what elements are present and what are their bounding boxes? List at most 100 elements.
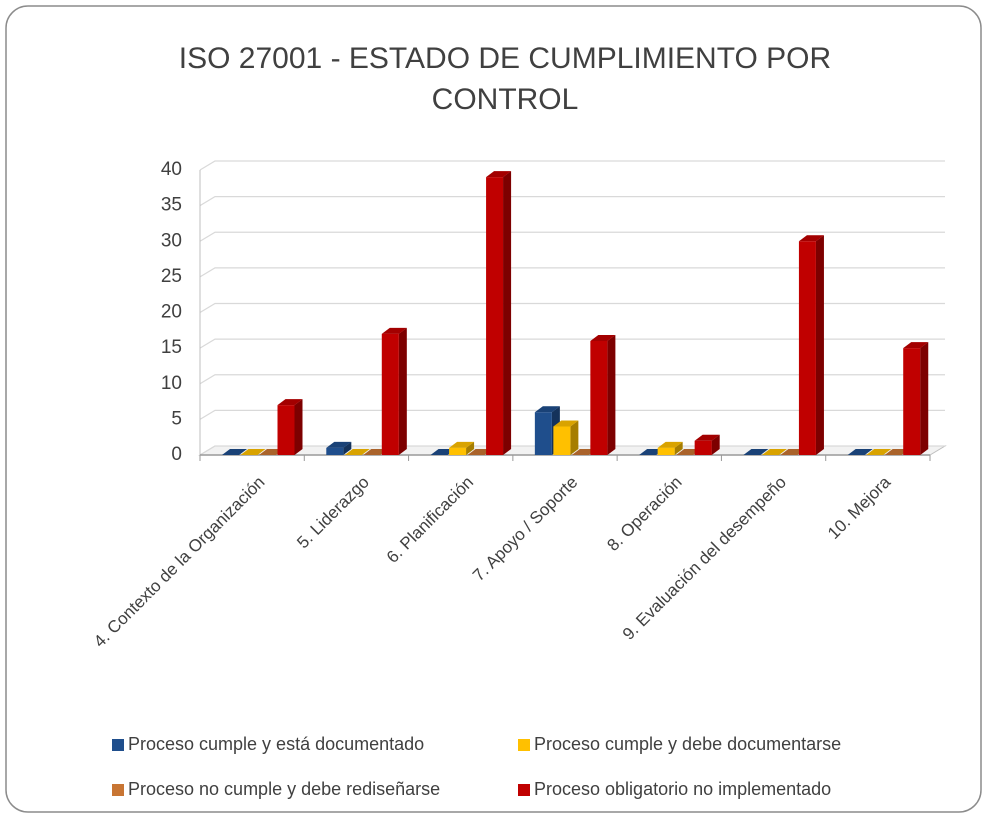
legend-label: Proceso cumple y está documentado	[128, 734, 424, 754]
legend-swatch	[112, 739, 124, 751]
bar-top	[657, 441, 683, 448]
bar-side	[570, 420, 579, 455]
y-tick-label: 20	[161, 302, 182, 323]
bar-top-shade	[344, 449, 370, 455]
y-tick-label: 35	[161, 195, 182, 216]
bar-front	[798, 241, 816, 455]
bar-front	[326, 447, 344, 455]
y-tick-label: 5	[171, 408, 182, 429]
bar	[590, 335, 616, 455]
bar-side	[711, 434, 720, 455]
bar-side-shade	[503, 171, 512, 455]
bar-side-shade	[607, 335, 616, 455]
grid-line	[199, 338, 945, 349]
bar-top-shade	[590, 335, 616, 341]
bar-top	[326, 441, 352, 448]
bar-top-shade	[222, 449, 247, 455]
bar-top	[866, 449, 892, 455]
bar-side-shade	[343, 441, 352, 455]
bar-top-shade	[903, 342, 929, 349]
grid-line	[199, 196, 945, 207]
bar-front	[590, 341, 608, 455]
bar-top	[486, 171, 512, 178]
grid-segment	[199, 231, 945, 242]
bar-side-shade	[294, 399, 303, 455]
grid-segment	[199, 338, 945, 349]
bar	[344, 449, 370, 455]
bar-top	[277, 399, 303, 406]
chart-title: ISO 27001 - ESTADO DE CUMPLIMIENTO POR	[179, 42, 831, 75]
bar-top-shade	[326, 441, 352, 448]
bar-top-shade	[798, 235, 824, 242]
bar-top-shade	[553, 420, 579, 427]
bar-top-shade	[486, 171, 512, 178]
bar-top-shade	[694, 434, 720, 441]
bar	[486, 171, 512, 455]
bar-side	[398, 327, 407, 455]
bar	[449, 441, 475, 455]
bar-top	[743, 449, 769, 455]
bar	[381, 327, 407, 455]
grid-segment	[199, 302, 945, 314]
bar-front	[486, 177, 504, 455]
bar-top	[344, 449, 370, 455]
bar-side-shade	[920, 342, 929, 455]
bar	[277, 399, 303, 455]
bar	[847, 449, 873, 455]
y-tick-label: 30	[161, 230, 182, 251]
bar-top	[449, 441, 475, 448]
grid-segment	[199, 409, 945, 420]
bar-front	[381, 333, 399, 455]
bar	[657, 441, 683, 455]
y-tick-label: 0	[171, 444, 182, 465]
bar-top-shade	[743, 449, 769, 455]
grid-line	[199, 302, 945, 314]
legend-swatch	[112, 784, 124, 796]
grid-line	[199, 374, 945, 385]
bar-top	[381, 327, 407, 334]
grid-segment	[199, 196, 945, 207]
bar-top-shade	[657, 441, 683, 448]
bar-side	[815, 235, 824, 455]
bar	[326, 441, 352, 455]
y-tick-label: 10	[161, 373, 182, 394]
bar-side-shade	[674, 441, 683, 455]
bar-front	[657, 447, 675, 455]
bar-top	[761, 449, 787, 455]
bar	[743, 449, 769, 455]
bar-top	[847, 449, 873, 455]
bar-front	[694, 440, 712, 455]
bar-front	[449, 447, 467, 455]
bar	[798, 235, 824, 455]
grid-segment	[199, 160, 945, 171]
grid-segment	[199, 267, 945, 278]
bar-side-shade	[398, 327, 407, 455]
bar	[222, 449, 247, 455]
bar-top	[534, 406, 560, 413]
bar	[240, 449, 266, 455]
bar-top	[694, 434, 720, 441]
grid-line	[199, 231, 945, 242]
legend-swatch	[518, 739, 530, 751]
bar-side	[343, 441, 352, 455]
bar-side-shade	[570, 420, 579, 455]
bar	[903, 342, 929, 455]
bar-top-shade	[534, 406, 560, 413]
bar-top	[798, 235, 824, 242]
bar-top	[903, 342, 929, 349]
legend-label: Proceso cumple y debe documentarse	[534, 734, 841, 754]
bar	[694, 434, 720, 455]
bar-side	[503, 171, 512, 455]
grid-line	[199, 409, 945, 420]
bar-side-shade	[466, 441, 475, 455]
bar-top-shade	[277, 399, 303, 406]
bar-top	[553, 420, 579, 427]
bar-side	[466, 441, 475, 455]
bar-front	[903, 348, 921, 455]
grid-segment	[199, 374, 945, 385]
legend-label: Proceso no cumple y debe rediseñarse	[128, 779, 440, 799]
bar-top-shade	[761, 449, 787, 455]
bar-top-shade	[847, 449, 873, 455]
bar-top-shade	[240, 449, 266, 455]
